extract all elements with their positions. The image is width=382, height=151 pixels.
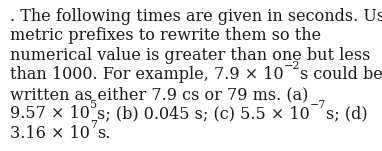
Text: s; (b) 0.045 s; (c) 5.5 × 10: s; (b) 0.045 s; (c) 5.5 × 10 (97, 106, 310, 122)
Text: s; (d): s; (d) (326, 106, 368, 122)
Text: numerical value is greater than one but less: numerical value is greater than one but … (10, 47, 371, 64)
Text: 9.57 × 10: 9.57 × 10 (10, 106, 90, 122)
Text: . The following times are given in seconds. Use: . The following times are given in secon… (10, 8, 382, 25)
Text: −2: −2 (283, 61, 300, 71)
Text: s could be: s could be (300, 66, 382, 84)
Text: written as either 7.9 cs or 79 ms. (a): written as either 7.9 cs or 79 ms. (a) (10, 86, 308, 103)
Text: 5: 5 (90, 100, 97, 110)
Text: 3.16 × 10: 3.16 × 10 (10, 125, 90, 142)
Text: than 1000. For example, 7.9 × 10: than 1000. For example, 7.9 × 10 (10, 66, 283, 84)
Text: metric prefixes to rewrite them so the: metric prefixes to rewrite them so the (10, 27, 321, 45)
Text: 7: 7 (90, 119, 97, 130)
Text: −7: −7 (310, 100, 326, 110)
Text: s.: s. (97, 125, 110, 142)
